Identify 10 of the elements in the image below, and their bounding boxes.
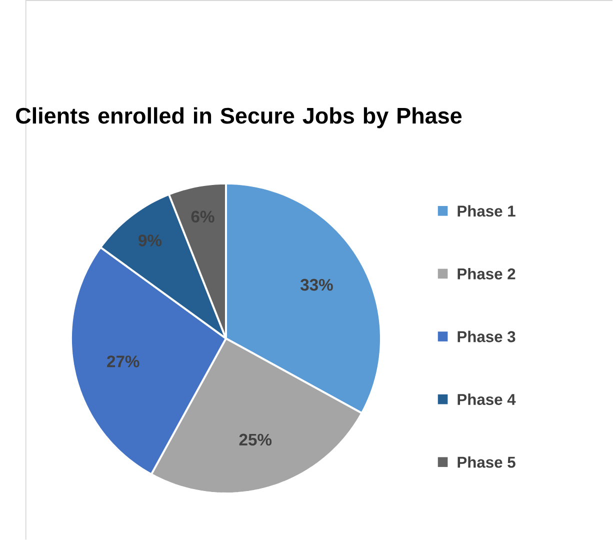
data-label: 33%: [300, 278, 333, 291]
data-label: 27%: [107, 356, 140, 368]
legend-label: Phase 2: [458, 268, 516, 280]
legend-label: Phase 1: [458, 205, 516, 217]
data-label: 25%: [239, 434, 272, 446]
legend-label: Phase 3: [458, 330, 516, 342]
data-label: 9%: [138, 234, 162, 246]
chart-title: Clients enrolled in Secure Jobs by Phase: [16, 107, 462, 128]
legend-label: Phase 4: [458, 394, 516, 405]
legend-label: Phase 5: [458, 456, 516, 468]
